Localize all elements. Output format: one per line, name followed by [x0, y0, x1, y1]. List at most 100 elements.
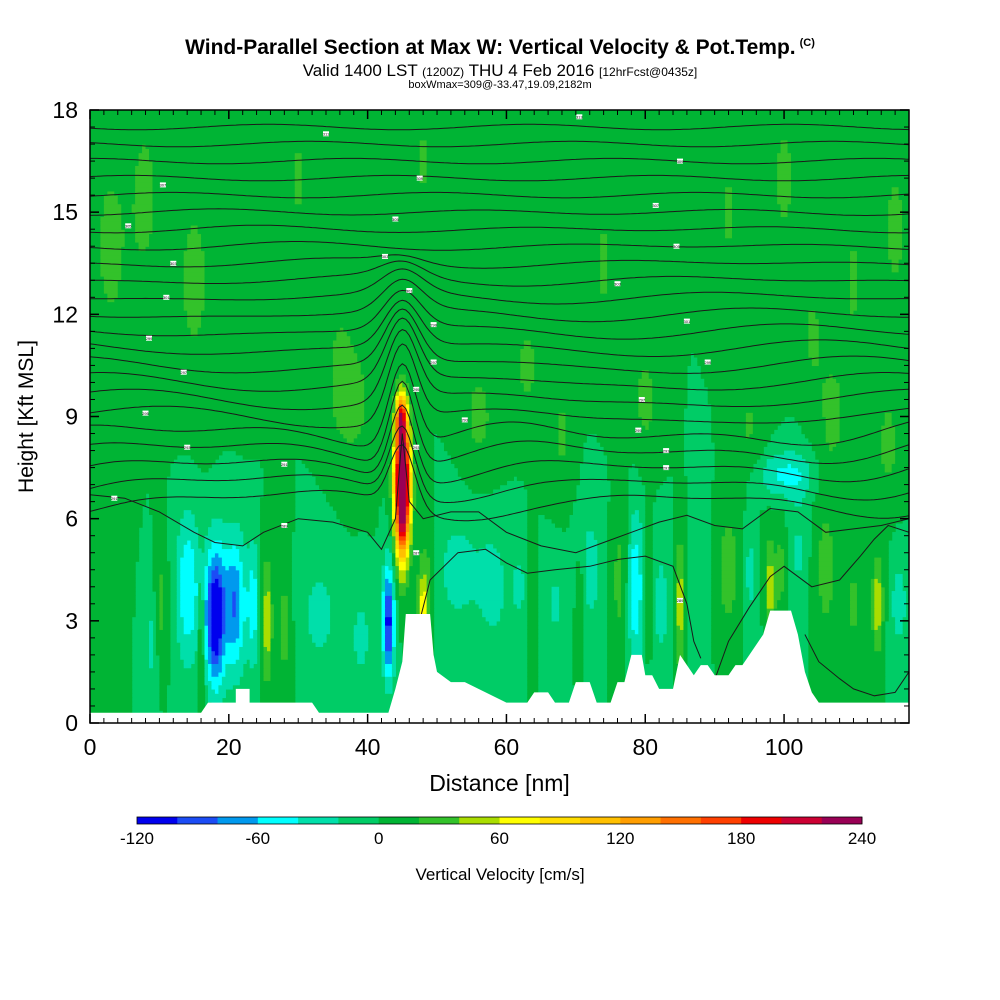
- velocity-cell: [676, 620, 685, 626]
- velocity-cell: [391, 480, 396, 486]
- velocity-cell: [575, 578, 584, 584]
- velocity-cell: [308, 467, 390, 473]
- velocity-cell: [90, 310, 188, 315]
- velocity-cell: [839, 395, 909, 401]
- velocity-cell: [527, 556, 539, 562]
- velocity-cell: [260, 688, 296, 694]
- velocity-cell: [759, 548, 768, 554]
- velocity-cell: [818, 484, 909, 490]
- velocity-cell: [759, 599, 768, 605]
- velocity-cell: [391, 437, 396, 443]
- velocity-cell: [891, 603, 907, 609]
- velocity-cell: [211, 586, 223, 592]
- velocity-cell: [891, 258, 900, 264]
- velocity-cell: [194, 578, 206, 584]
- velocity-cell: [398, 390, 407, 396]
- velocity-cell: [301, 190, 726, 196]
- velocity-cell: [260, 625, 265, 630]
- velocity-cell: [888, 224, 903, 230]
- velocity-cell: [225, 642, 244, 647]
- velocity-cell: [822, 382, 841, 388]
- velocity-cell: [898, 258, 909, 264]
- contour-label: 293: [184, 445, 191, 450]
- velocity-cell: [207, 654, 213, 660]
- velocity-cell: [381, 629, 386, 635]
- velocity-cell: [398, 548, 407, 554]
- velocity-cell: [902, 212, 909, 218]
- velocity-cell: [721, 539, 737, 545]
- velocity-cell: [683, 556, 688, 562]
- velocity-cell: [839, 386, 909, 392]
- colorbar-tick-label: 180: [727, 829, 755, 848]
- velocity-cell: [683, 608, 688, 613]
- velocity-cell: [332, 395, 365, 401]
- velocity-cell: [766, 608, 775, 613]
- velocity-cell: [211, 578, 216, 584]
- velocity-cell: [162, 578, 171, 584]
- velocity-cell: [357, 433, 393, 439]
- velocity-cell: [773, 539, 789, 545]
- velocity-cell: [364, 399, 393, 405]
- velocity-cell: [426, 165, 778, 171]
- velocity-cell: [405, 522, 410, 528]
- velocity-cell: [808, 335, 820, 341]
- velocity-cell: [260, 612, 265, 618]
- velocity-cell: [478, 603, 504, 609]
- velocity-cell: [409, 505, 414, 511]
- velocity-cell: [176, 582, 181, 588]
- velocity-cell: [881, 578, 889, 584]
- velocity-cell: [787, 144, 909, 149]
- velocity-cell: [152, 569, 171, 575]
- velocity-cell: [100, 216, 122, 222]
- velocity-cell: [149, 148, 421, 154]
- velocity-cell: [384, 591, 393, 596]
- velocity-cell: [225, 671, 244, 677]
- velocity-cell: [398, 454, 407, 460]
- velocity-cell: [794, 565, 803, 571]
- velocity-cell: [412, 446, 435, 452]
- velocity-cell: [90, 216, 102, 222]
- velocity-cell: [607, 599, 619, 605]
- velocity-cell: [673, 646, 678, 652]
- velocity-cell: [735, 556, 744, 562]
- velocity-cell: [565, 450, 584, 456]
- velocity-cell: [423, 548, 428, 554]
- velocity-cell: [197, 633, 202, 639]
- velocity-cell: [232, 595, 237, 601]
- velocity-cell: [638, 471, 685, 477]
- velocity-cell: [836, 442, 882, 447]
- velocity-cell: [159, 693, 167, 699]
- velocity-cell: [874, 582, 882, 588]
- velocity-cell: [711, 646, 744, 652]
- velocity-cell: [221, 561, 244, 567]
- velocity-cell: [135, 212, 154, 218]
- velocity-cell: [381, 654, 386, 660]
- velocity-cell: [225, 595, 233, 601]
- velocity-cell: [90, 569, 136, 575]
- velocity-cell: [90, 301, 185, 307]
- velocity-cell: [565, 446, 584, 452]
- velocity-cell: [631, 518, 639, 524]
- velocity-cell: [221, 539, 244, 545]
- velocity-cell: [645, 637, 653, 643]
- velocity-cell: [249, 582, 258, 588]
- velocity-cell: [100, 254, 122, 260]
- velocity-cell: [90, 246, 102, 252]
- velocity-cell: [614, 586, 622, 592]
- velocity-cell: [607, 527, 629, 533]
- velocity-cell: [412, 488, 417, 494]
- velocity-cell: [270, 637, 282, 643]
- velocity-cell: [270, 603, 275, 609]
- velocity-cell: [395, 420, 400, 426]
- velocity-cell: [808, 561, 820, 567]
- velocity-cell: [631, 608, 639, 613]
- velocity-cell: [398, 484, 407, 490]
- velocity-cell: [870, 620, 875, 626]
- velocity-cell: [152, 518, 167, 524]
- velocity-cell: [207, 574, 213, 579]
- velocity-cell: [551, 608, 560, 613]
- velocity-cell: [395, 390, 400, 396]
- velocity-cell: [155, 599, 161, 605]
- velocity-cell: [884, 608, 889, 613]
- velocity-cell: [856, 599, 872, 605]
